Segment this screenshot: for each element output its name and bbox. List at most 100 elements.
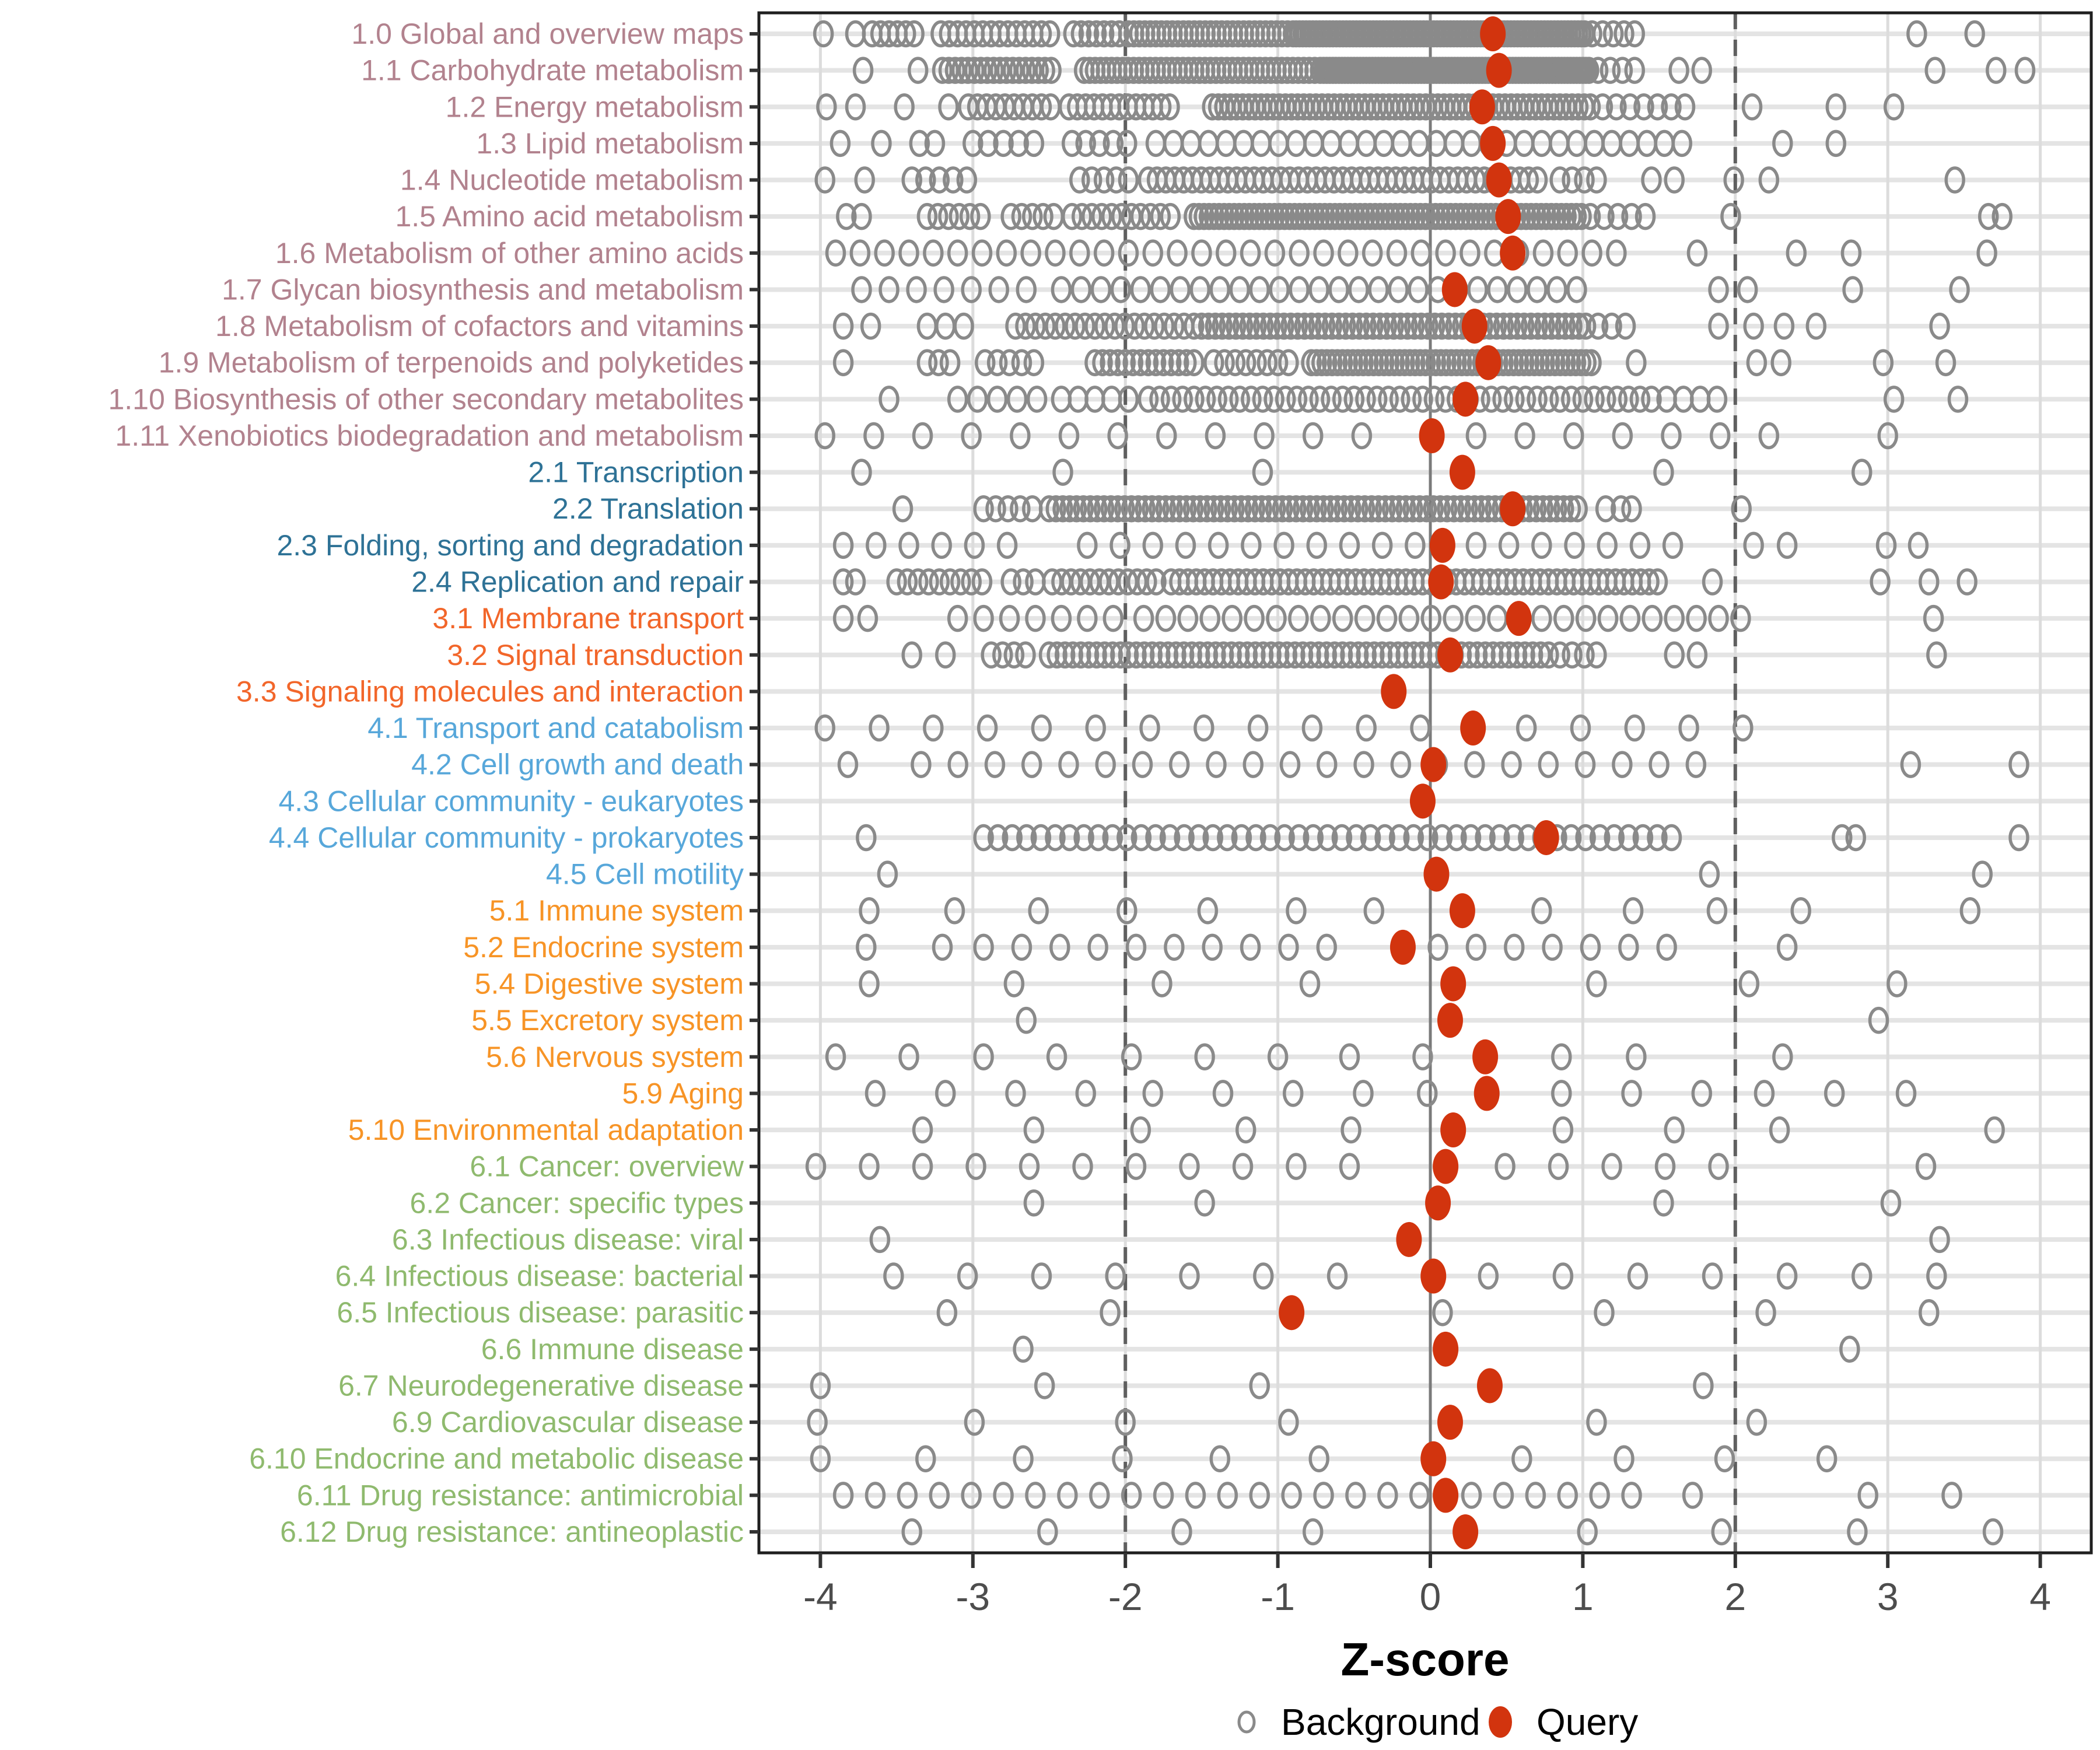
background-point (1580, 933, 1601, 961)
query-point (1437, 637, 1463, 673)
background-point (860, 312, 881, 340)
background-point (985, 495, 1006, 523)
background-point (1339, 1153, 1360, 1180)
background-point (1776, 1262, 1798, 1290)
background-point (1133, 641, 1155, 669)
background-point (1629, 386, 1651, 413)
background-point (1465, 531, 1487, 559)
background-point (1278, 933, 1299, 961)
background-point (1288, 604, 1309, 632)
query-point (1500, 235, 1526, 271)
background-point (1308, 641, 1329, 669)
background-point (1654, 1153, 1676, 1180)
background-point (1102, 604, 1124, 632)
category-label: 1.6 Metabolism of other amino acids (275, 237, 744, 270)
background-point (845, 568, 866, 596)
background-point (1264, 239, 1286, 267)
query-point (1533, 820, 1559, 855)
background-point (1949, 276, 1970, 303)
background-point (1202, 824, 1223, 852)
background-point (1647, 93, 1668, 121)
background-point (1503, 824, 1524, 852)
background-point (1852, 1262, 1873, 1290)
background-point (1435, 202, 1456, 230)
background-point (1093, 495, 1115, 523)
background-point (964, 531, 985, 559)
background-point (1299, 202, 1320, 230)
background-point (1177, 604, 1199, 632)
background-point (1286, 495, 1307, 523)
background-point (1394, 349, 1415, 376)
background-point (1589, 824, 1611, 852)
background-point (1359, 202, 1381, 230)
background-point (1492, 386, 1513, 413)
background-point (1116, 897, 1138, 925)
background-point (1410, 202, 1431, 230)
background-point (957, 57, 979, 84)
background-point (947, 386, 968, 413)
background-point (1364, 641, 1385, 669)
background-point (1173, 641, 1195, 669)
background-point (1189, 641, 1210, 669)
background-point (1626, 349, 1647, 376)
background-point (1565, 349, 1587, 376)
background-point (1514, 422, 1535, 450)
background-point (939, 349, 961, 376)
background-point (1194, 714, 1214, 742)
background-point (1499, 641, 1520, 669)
background-point (1212, 312, 1233, 340)
background-point (1025, 604, 1046, 632)
background-point (1870, 568, 1891, 596)
background-point (1776, 933, 1798, 961)
background-point (1360, 824, 1381, 852)
background-point (1693, 1372, 1714, 1399)
background-point (923, 714, 944, 742)
background-point (1486, 312, 1507, 340)
background-point (1302, 422, 1324, 450)
background-point (1055, 312, 1076, 340)
background-point (1339, 531, 1360, 559)
background-point (1324, 641, 1345, 669)
category-label: 3.2 Signal transduction (447, 639, 744, 671)
background-point (1627, 1262, 1648, 1290)
background-point (1065, 312, 1086, 340)
background-point (1142, 1080, 1164, 1107)
background-point (986, 386, 1008, 413)
background-point (1534, 349, 1555, 376)
background-point (832, 531, 854, 559)
background-point (996, 57, 1017, 84)
background-point (1389, 386, 1410, 413)
background-point (1288, 824, 1310, 852)
background-point (1586, 1408, 1607, 1436)
background-point (984, 751, 1006, 778)
background-point (970, 57, 992, 84)
background-point (1546, 495, 1567, 523)
background-point (1358, 349, 1379, 376)
background-point (1015, 312, 1036, 340)
background-point (957, 1262, 978, 1290)
background-point (1535, 202, 1557, 230)
background-point (1313, 239, 1334, 267)
background-point (1405, 531, 1426, 559)
background-point (1274, 824, 1295, 852)
background-point (1205, 422, 1226, 450)
background-point (1409, 1482, 1430, 1509)
background-point (1013, 568, 1034, 596)
background-point (1246, 349, 1267, 376)
category-label: 4.1 Transport and catabolism (368, 712, 744, 744)
background-point (1011, 202, 1032, 230)
background-point (1417, 1080, 1438, 1107)
background-point (918, 568, 939, 596)
background-point (1557, 239, 1578, 267)
background-point (1387, 641, 1409, 669)
background-point (1446, 824, 1467, 852)
background-point (1225, 312, 1247, 340)
background-point (1389, 349, 1410, 376)
background-point (1153, 1482, 1174, 1509)
background-point (1556, 202, 1577, 230)
background-point (1091, 202, 1112, 230)
background-point (1306, 495, 1328, 523)
background-point (1629, 531, 1651, 559)
background-point (1354, 495, 1376, 523)
x-tick-label: 3 (1877, 1575, 1899, 1618)
